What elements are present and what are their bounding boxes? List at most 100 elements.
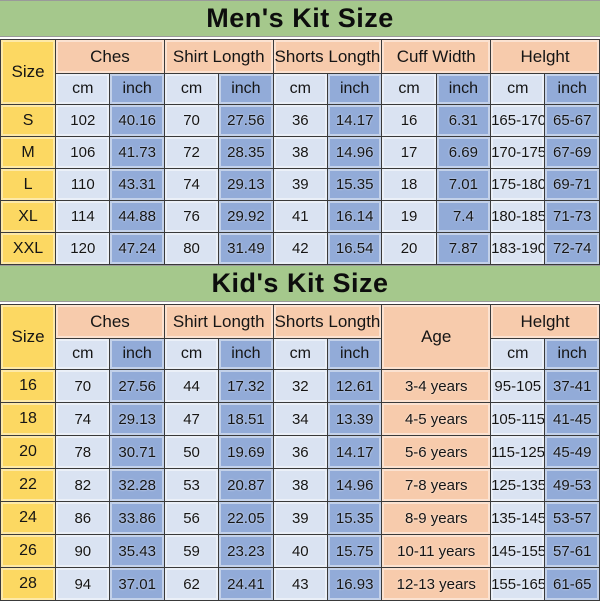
table-row: M 106 41.73 72 28.35 38 14.96 17 6.69 170-175 67-6… xyxy=(0,136,600,169)
cm-value-cell: 70 xyxy=(55,369,111,403)
inch-value-cell: 71-73 xyxy=(544,200,600,233)
inch-value-cell: 47.24 xyxy=(109,232,165,265)
cm-value-cell: 40 xyxy=(272,534,328,568)
height-cm-cell: 155-165 xyxy=(490,567,546,601)
inch-value-cell: 13.39 xyxy=(326,402,383,436)
size-cell: 26 xyxy=(0,534,57,568)
height-cm-cell: 145-155 xyxy=(490,534,546,568)
inch-value-cell: 7.01 xyxy=(435,168,492,201)
cm-value-cell: 17 xyxy=(381,136,437,169)
cm-value-cell: 106 xyxy=(55,136,111,169)
height-inch-cell: 53-57 xyxy=(544,501,600,535)
cm-value-cell: 36 xyxy=(272,435,328,469)
mens-unit-header-row: cm inch cm inch cm inch cm inch cm inch xyxy=(1,73,600,105)
cm-value-cell: 56 xyxy=(163,501,220,535)
cm-value-cell: 32 xyxy=(272,369,328,403)
mens-kit-title: Men's Kit Size xyxy=(0,0,600,37)
inch-value-cell: 35.43 xyxy=(109,534,165,568)
inch-value-cell: 37.01 xyxy=(109,567,165,601)
divider xyxy=(0,302,600,304)
inch-value-cell: 28.35 xyxy=(218,136,274,169)
table-row: 22 82 32.28 53 20.87 38 14.96 7-8 years 125-135 4… xyxy=(0,468,600,502)
unit-header-inch: inch xyxy=(544,338,600,370)
divider xyxy=(0,37,600,39)
table-row: L 110 43.31 74 29.13 39 15.35 18 7.01 175-180 69-7… xyxy=(0,168,600,201)
kids-table-body: 16 70 27.56 44 17.32 32 12.61 3-4 years 95-105 37… xyxy=(0,369,600,601)
column-header-height: Helght xyxy=(490,39,600,74)
size-cell: S xyxy=(0,104,57,137)
unit-header-cm: cm xyxy=(272,338,328,370)
size-cell: 18 xyxy=(0,402,57,436)
size-cell: M xyxy=(0,136,57,169)
cm-value-cell: 38 xyxy=(272,468,328,502)
size-cell: XXL xyxy=(0,232,57,265)
unit-header-inch: inch xyxy=(109,338,165,370)
kids-group-header-row: Size Ches Shirt Longth Shorts Longth Age… xyxy=(0,304,600,370)
inch-value-cell: 18.51 xyxy=(218,402,274,436)
column-header-chest: Ches xyxy=(55,304,165,339)
age-cell: 12-13 years xyxy=(381,567,492,601)
unit-header-cm: cm xyxy=(272,73,328,105)
height-inch-cell: 45-49 xyxy=(544,435,600,469)
table-row: XXL 120 47.24 80 31.49 42 16.54 20 7.87 183-190 72… xyxy=(0,232,600,265)
cm-value-cell: 114 xyxy=(55,200,111,233)
cm-value-cell: 74 xyxy=(163,168,220,201)
size-cell: 28 xyxy=(0,567,57,601)
size-cell: 22 xyxy=(0,468,57,502)
age-cell: 3-4 years xyxy=(381,369,492,403)
unit-header-cm: cm xyxy=(381,73,437,105)
unit-header-inch: inch xyxy=(326,73,383,105)
cm-value-cell: 34 xyxy=(272,402,328,436)
inch-value-cell: 6.31 xyxy=(435,104,492,137)
inch-value-cell: 24.41 xyxy=(218,567,274,601)
cm-value-cell: 38 xyxy=(272,136,328,169)
cm-value-cell: 59 xyxy=(163,534,220,568)
column-header-shirt-length: Shirt Longth xyxy=(163,39,274,74)
size-cell: L xyxy=(0,168,57,201)
cm-value-cell: 41 xyxy=(272,200,328,233)
unit-header-inch: inch xyxy=(218,73,274,105)
cm-value-cell: 94 xyxy=(55,567,111,601)
cm-value-cell: 70 xyxy=(163,104,220,137)
unit-header-cm: cm xyxy=(490,338,546,370)
inch-value-cell: 23.23 xyxy=(218,534,274,568)
inch-value-cell: 6.69 xyxy=(435,136,492,169)
cm-value-cell: 110 xyxy=(55,168,111,201)
height-cm-cell: 105-115 xyxy=(490,402,546,436)
table-row: XL 114 44.88 76 29.92 41 16.14 19 7.4 180-185 71-7… xyxy=(0,200,600,233)
unit-header-inch: inch xyxy=(326,338,383,370)
height-inch-cell: 57-61 xyxy=(544,534,600,568)
cm-value-cell: 165-170 xyxy=(490,104,546,137)
column-header-chest: Ches xyxy=(55,39,165,74)
cm-value-cell: 44 xyxy=(163,369,220,403)
size-cell: XL xyxy=(0,200,57,233)
cm-value-cell: 78 xyxy=(55,435,111,469)
table-row: 26 90 35.43 59 23.23 40 15.75 10-11 years 145-15… xyxy=(0,534,600,568)
unit-header-cm: cm xyxy=(163,338,220,370)
cm-value-cell: 36 xyxy=(272,104,328,137)
cm-value-cell: 43 xyxy=(272,567,328,601)
inch-value-cell: 15.35 xyxy=(326,168,383,201)
inch-value-cell: 40.16 xyxy=(109,104,165,137)
inch-value-cell: 44.88 xyxy=(109,200,165,233)
table-row: 20 78 30.71 50 19.69 36 14.17 5-6 years 115-125 4… xyxy=(0,435,600,469)
cm-value-cell: 18 xyxy=(381,168,437,201)
inch-value-cell: 12.61 xyxy=(326,369,383,403)
cm-value-cell: 80 xyxy=(163,232,220,265)
age-cell: 5-6 years xyxy=(381,435,492,469)
cm-value-cell: 50 xyxy=(163,435,220,469)
inch-value-cell: 16.93 xyxy=(326,567,383,601)
cm-value-cell: 86 xyxy=(55,501,111,535)
cm-value-cell: 47 xyxy=(163,402,220,436)
unit-header-inch: inch xyxy=(435,73,492,105)
column-header-size: Size xyxy=(0,39,57,105)
inch-value-cell: 72-74 xyxy=(544,232,600,265)
inch-value-cell: 33.86 xyxy=(109,501,165,535)
cm-value-cell: 76 xyxy=(163,200,220,233)
height-inch-cell: 41-45 xyxy=(544,402,600,436)
inch-value-cell: 32.28 xyxy=(109,468,165,502)
inch-value-cell: 17.32 xyxy=(218,369,274,403)
unit-header-inch: inch xyxy=(218,338,274,370)
cm-value-cell: 180-185 xyxy=(490,200,546,233)
